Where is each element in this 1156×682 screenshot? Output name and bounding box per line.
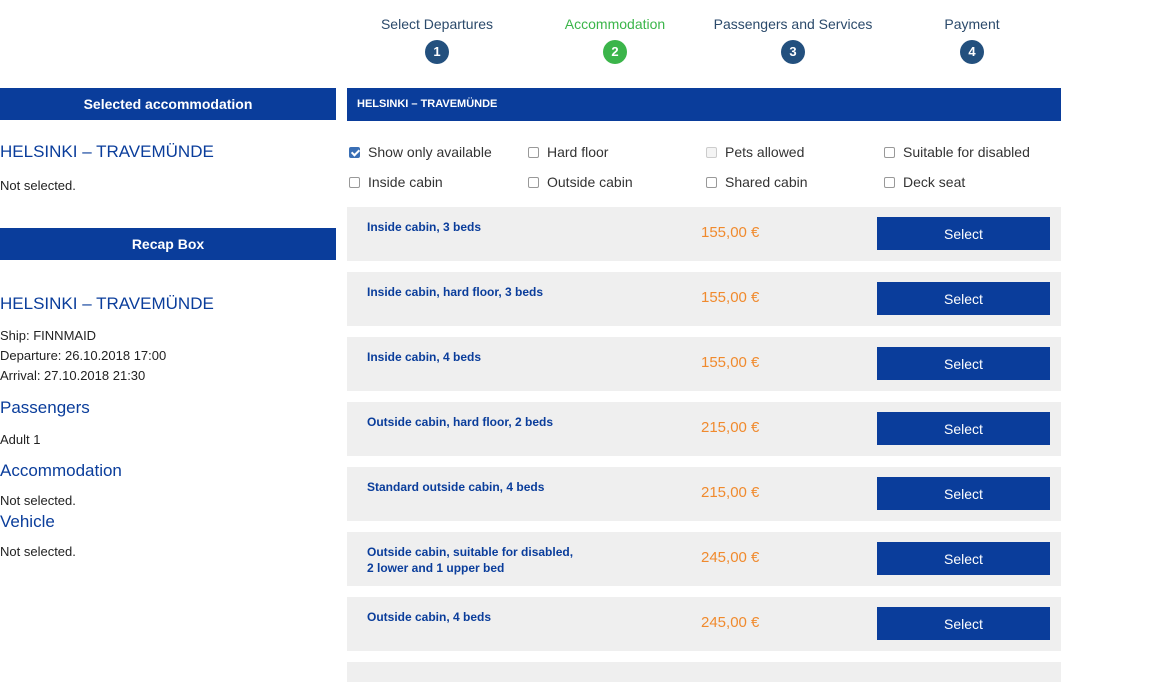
step-label: Accommodation: [564, 16, 666, 32]
cabin-name: Inside cabin, 3 beds: [367, 220, 482, 234]
checkbox-icon[interactable]: [884, 176, 895, 188]
cabin-price: 155,00 €: [701, 354, 760, 371]
cabin-row: Inside cabin, 4 beds 155,00 € Select: [347, 337, 1061, 391]
checkbox-icon[interactable]: [706, 146, 717, 158]
filter-label: Suitable for disabled: [903, 144, 1030, 160]
checkbox-icon[interactable]: [349, 176, 360, 188]
cabin-row: Outside cabin, suitable for disabled, 2 …: [347, 532, 1061, 586]
select-cabin-button[interactable]: Select: [877, 542, 1050, 575]
select-cabin-button[interactable]: Select: [877, 607, 1050, 640]
select-cabin-button[interactable]: Select: [877, 412, 1050, 445]
step-label: Payment: [944, 16, 1000, 32]
filter-inside-cabin[interactable]: Inside cabin: [349, 174, 443, 190]
checkbox-icon[interactable]: [528, 176, 539, 188]
checkbox-icon[interactable]: [706, 176, 717, 188]
select-cabin-button[interactable]: Select: [877, 347, 1050, 380]
filter-suitable-for-disabled[interactable]: Suitable for disabled: [884, 144, 1030, 160]
step-number: 2: [603, 40, 627, 64]
checkbox-icon[interactable]: [884, 146, 895, 158]
cabin-name: Outside cabin, hard floor, 2 beds: [367, 415, 554, 429]
filter-outside-cabin[interactable]: Outside cabin: [528, 174, 633, 190]
cabin-name: Inside cabin, hard floor, 3 beds: [367, 285, 544, 299]
filter-label: Deck seat: [903, 174, 966, 190]
cabin-name-line-2: 2 lower and 1 upper bed: [367, 561, 505, 575]
cabin-name: Outside cabin, 4 beds: [367, 610, 492, 624]
step-number: 3: [781, 40, 805, 64]
passengers-value: Adult 1: [0, 432, 41, 447]
accommodation-value: Not selected.: [0, 493, 76, 508]
filter-deck-seat[interactable]: Deck seat: [884, 174, 965, 190]
ship-info: Ship: FINNMAID: [0, 328, 97, 343]
filter-pets-allowed[interactable]: Pets allowed: [706, 144, 804, 160]
select-cabin-button[interactable]: Select: [877, 282, 1050, 315]
filter-label: Show only available: [368, 144, 492, 160]
cabin-row: Outside cabin, 4 beds 245,00 € Select: [347, 597, 1061, 651]
vehicle-heading: Vehicle: [0, 512, 55, 531]
cabin-name: Outside cabin, suitable for disabled, 2 …: [367, 544, 667, 576]
recap-route: HELSINKI – TRAVEMÜNDE: [0, 294, 214, 313]
departure-info: Departure: 26.10.2018 17:00: [0, 348, 167, 363]
filter-panel: Show only available Hard floor Pets allo…: [347, 121, 1061, 207]
filter-label: Pets allowed: [725, 144, 805, 160]
cabin-price: 245,00 €: [701, 614, 760, 631]
filter-label: Outside cabin: [547, 174, 633, 190]
step-label: Passengers and Services: [713, 16, 873, 32]
progress-stepper: Select Departures 1 Accommodation 2 Pass…: [0, 0, 1156, 80]
step-label: Select Departures: [380, 16, 494, 32]
cabin-price: 155,00 €: [701, 289, 760, 306]
selected-route: HELSINKI – TRAVEMÜNDE: [0, 142, 214, 161]
filter-hard-floor[interactable]: Hard floor: [528, 144, 608, 160]
passengers-heading: Passengers: [0, 398, 90, 417]
select-cabin-button[interactable]: Select: [877, 477, 1050, 510]
cabin-price: 155,00 €: [701, 224, 760, 241]
cabin-row: Inside cabin, 3 beds 155,00 € Select: [347, 207, 1061, 261]
cabin-row: Outside cabin, hard floor, 2 beds 215,00…: [347, 402, 1061, 456]
filter-label: Shared cabin: [725, 174, 808, 190]
filter-label: Hard floor: [547, 144, 609, 160]
step-accommodation[interactable]: Accommodation 2: [515, 14, 715, 64]
filter-show-only-available[interactable]: Show only available: [349, 144, 492, 160]
step-select-departures[interactable]: Select Departures 1: [337, 14, 537, 64]
route-header: HELSINKI – TRAVEMÜNDE: [347, 88, 1061, 121]
step-passengers-and-services[interactable]: Passengers and Services 3: [693, 14, 893, 64]
cabin-price: 215,00 €: [701, 419, 760, 436]
cabin-name: Inside cabin, 4 beds: [367, 350, 482, 364]
sidebar: Selected accommodation HELSINKI – TRAVEM…: [0, 88, 336, 559]
arrival-info: Arrival: 27.10.2018 21:30: [0, 368, 146, 383]
step-number: 4: [960, 40, 984, 64]
cabin-row-partial: [347, 662, 1061, 682]
accommodation-heading: Accommodation: [0, 461, 122, 480]
step-number: 1: [425, 40, 449, 64]
selected-status: Not selected.: [0, 178, 76, 193]
selected-accommodation-header: Selected accommodation: [0, 88, 336, 120]
filter-label: Inside cabin: [368, 174, 443, 190]
cabin-row: Inside cabin, hard floor, 3 beds 155,00 …: [347, 272, 1061, 326]
checkbox-checked-icon[interactable]: [349, 146, 360, 158]
cabin-price: 245,00 €: [701, 549, 760, 566]
select-cabin-button[interactable]: Select: [877, 217, 1050, 250]
cabin-row: Standard outside cabin, 4 beds 215,00 € …: [347, 467, 1061, 521]
recap-box-header: Recap Box: [0, 228, 336, 260]
cabin-name-line-1: Outside cabin, suitable for disabled,: [367, 545, 574, 559]
filter-shared-cabin[interactable]: Shared cabin: [706, 174, 808, 190]
main-panel: HELSINKI – TRAVEMÜNDE Show only availabl…: [347, 88, 1061, 682]
cabin-name: Standard outside cabin, 4 beds: [367, 480, 545, 494]
checkbox-icon[interactable]: [528, 146, 539, 158]
step-payment[interactable]: Payment 4: [872, 14, 1072, 64]
vehicle-value: Not selected.: [0, 544, 76, 559]
cabin-price: 215,00 €: [701, 484, 760, 501]
